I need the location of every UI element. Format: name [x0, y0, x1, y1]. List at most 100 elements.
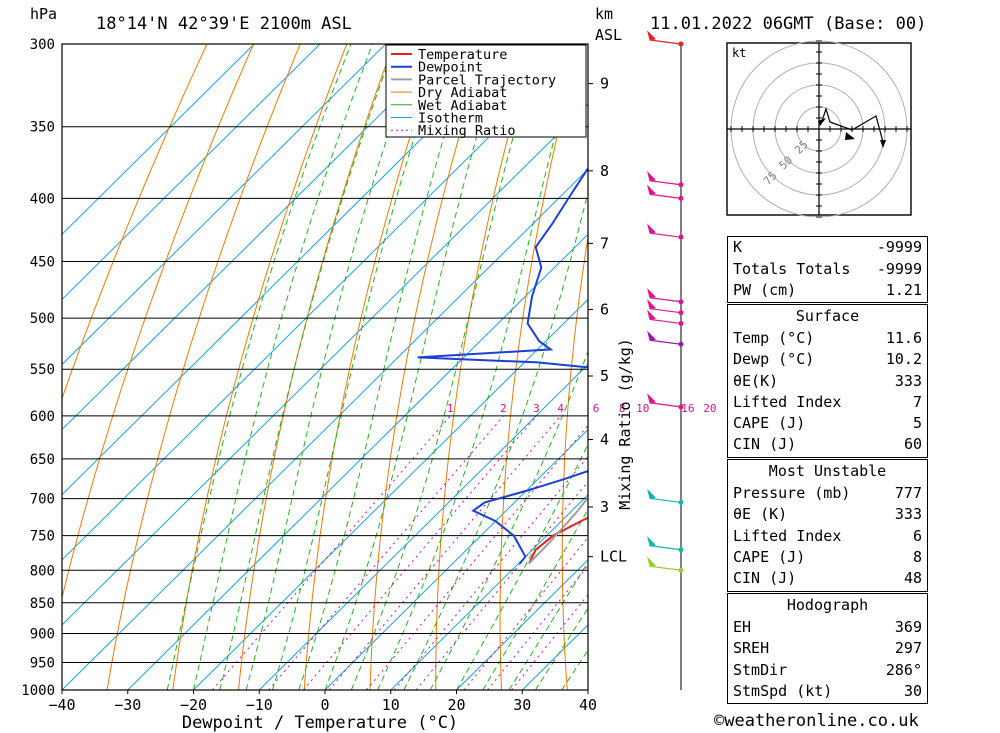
mixing-ratio-label: 8 [619, 402, 626, 415]
wind-barb [649, 318, 682, 325]
wind-barb-flag [647, 393, 657, 404]
wind-barb [649, 39, 682, 45]
wind-profile [647, 30, 684, 690]
pressure-tick-label: 800 [30, 563, 55, 579]
wet-adiabat-line [429, 350, 588, 690]
mixing-ratio-label: 6 [593, 402, 600, 415]
wet-adiabat-line [219, 44, 396, 690]
pressure-tick-label: 900 [30, 626, 55, 642]
hp-sreh-row: SREH 297 [728, 638, 927, 659]
profile-series [417, 166, 588, 565]
legend-box [385, 44, 587, 138]
pressure-tick-label: 700 [30, 492, 55, 508]
wet-adiabat-line [166, 44, 352, 690]
surface-cin-label: CIN (J) [733, 435, 797, 453]
wet-adiabat-line [377, 44, 580, 690]
mu-thetae-value: 333 [894, 505, 922, 523]
temperature-tick-label: −20 [180, 696, 207, 714]
totals-label: Totals Totals [733, 260, 851, 278]
surface-box: Surface Temp (°C) 11.6 Dewp (°C) 10.2 θE(K… [727, 304, 928, 458]
hodograph-trace [821, 107, 884, 143]
surface-cin-value: 60 [903, 435, 922, 453]
wind-barb-flag [647, 299, 657, 310]
pw-label: PW (cm) [733, 281, 797, 299]
wind-barb-flag [647, 223, 657, 234]
isotherm-line [62, 44, 321, 301]
mu-cin-label: CIN (J) [733, 569, 797, 587]
mixing-ratio-axis-title: Mixing Ratio (g/kg) [616, 338, 634, 510]
surface-thetae-row: θE(K) 333 [728, 371, 927, 392]
mu-pressure-value: 777 [894, 484, 922, 502]
indices-box: K -9999 Totals Totals -9999 PW (cm) 1.21 [727, 236, 928, 303]
mixing-ratio-labels: 12346810162025 [447, 402, 739, 415]
mixing-ratio-label: 10 [636, 402, 649, 415]
mu-cin-row: CIN (J) 48 [728, 568, 927, 589]
hodograph-start-arrow [818, 118, 826, 126]
pressure-tick-label: 950 [30, 655, 55, 671]
isotherm-line [456, 559, 588, 690]
k-value: -9999 [876, 238, 922, 256]
surface-thetae-label: θE(K) [733, 372, 779, 390]
pressure-tick-label: 350 [30, 120, 55, 136]
hp-stmdir-value: 286° [885, 661, 922, 679]
mu-thetae-row: θE (K) 333 [728, 504, 927, 525]
wet-adiabat-line [456, 443, 588, 690]
plot-frame [61, 43, 589, 691]
surface-temp-label: Temp (°C) [733, 329, 815, 347]
storm-motion-arrow [845, 132, 855, 140]
mixing-ratio-label: 4 [557, 402, 564, 415]
hp-stmdir-label: StmDir [733, 661, 788, 679]
pressure-tick-label: 400 [30, 191, 55, 207]
hp-sreh-label: SREH [733, 639, 770, 657]
wind-barb [649, 232, 682, 238]
mixing-ratio-label: 1 [447, 402, 454, 415]
hodograph-end-arrow [880, 140, 886, 148]
mu-cape-row: CAPE (J) 8 [728, 547, 927, 568]
height-tick-label: LCL [600, 548, 627, 566]
surface-li-value: 7 [912, 393, 922, 411]
pressure-tick-label: 550 [30, 362, 55, 378]
height-tick-label: 4 [600, 431, 609, 449]
legend-entry: Parcel Trajectory [418, 72, 556, 88]
pressure-axis: 300 350 400 450 500 550 600 650 700 750 800 850 900 9… [21, 37, 55, 699]
km-unit-label: km [595, 5, 613, 23]
surface-cape-value: 5 [912, 414, 922, 432]
wind-barb [649, 565, 682, 571]
copyright-link[interactable]: ©weatheronline.co.uk [714, 711, 919, 731]
surface-dewp-row: Dewp (°C) 10.2 [728, 349, 927, 370]
hp-stmdir-row: StmDir 286° [728, 660, 927, 681]
hp-stmspd-label: StmSpd (kt) [733, 682, 833, 700]
legend-entry: Isotherm [418, 111, 483, 127]
mixing-ratio-line [393, 455, 588, 690]
hp-title: Hodograph [786, 596, 869, 614]
mu-li-value: 6 [912, 527, 922, 545]
mu-title: Most Unstable [768, 462, 887, 480]
wind-barb [649, 402, 682, 408]
surface-thetae-value: 333 [894, 372, 922, 390]
legend-entry: Dewpoint [418, 60, 483, 76]
hp-sreh-value: 297 [894, 639, 922, 657]
km-asl-label: ASL [595, 26, 622, 44]
k-row: K -9999 [728, 237, 927, 258]
dry-adiabat-line [106, 44, 301, 690]
surface-temp-row: Temp (°C) 11.6 [728, 328, 927, 349]
mixing-ratio-line [487, 564, 588, 690]
wet-adiabat-line [403, 190, 588, 690]
surface-cape-row: CAPE (J) 5 [728, 413, 927, 434]
most-unstable-box: Most Unstable Pressure (mb) 777 θE (K) 333… [727, 459, 928, 592]
wind-barb-flag [647, 288, 657, 299]
isotherm-line [324, 428, 588, 690]
hodograph-params-box: Hodograph EH 369 SREH 297 StmDir 286° StmSp… [727, 593, 928, 704]
legend-entry: Temperature [418, 47, 507, 63]
datetime-title: 11.01.2022 06GMT (Base: 00) [650, 14, 926, 34]
surface-dewp-value: 10.2 [885, 350, 922, 368]
temperature-tick-label: 40 [579, 696, 597, 714]
wet-adiabat-line [193, 44, 373, 690]
dry-adiabat-line [681, 44, 720, 690]
hp-eh-row: EH 369 [728, 617, 927, 638]
wind-barb-flag [647, 330, 657, 341]
wind-barb [649, 180, 682, 186]
